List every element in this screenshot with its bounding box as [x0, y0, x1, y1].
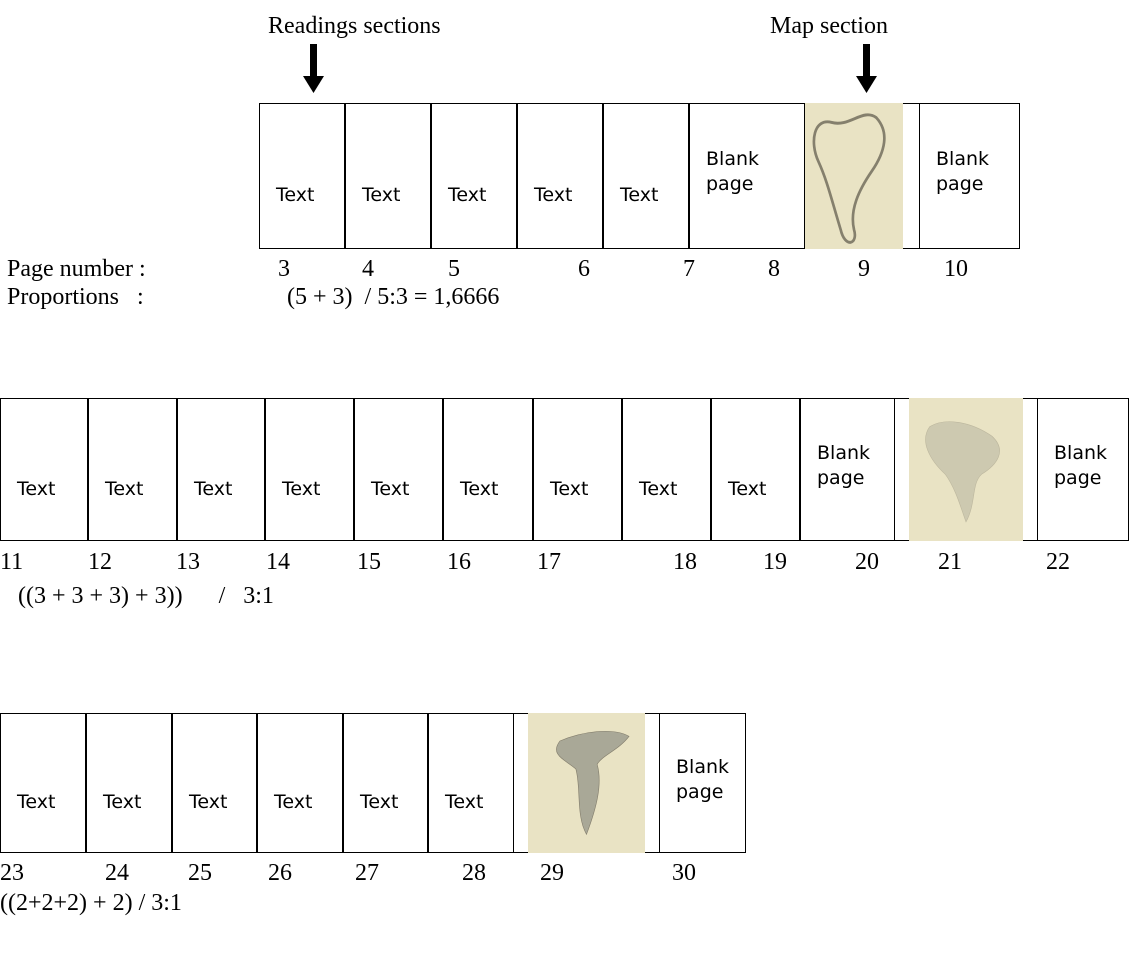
- page-number: 6: [578, 255, 590, 283]
- page-box: Text: [172, 713, 257, 853]
- map-image: [805, 103, 903, 249]
- page-label: Text: [194, 477, 254, 502]
- page-number: 8: [768, 255, 780, 283]
- page-label: Blank page: [1054, 441, 1114, 491]
- page-box: Text: [177, 398, 265, 541]
- page-box: Text: [257, 713, 343, 853]
- page-box: Text: [431, 103, 517, 249]
- arrow: [853, 44, 881, 94]
- arrow: [300, 44, 328, 94]
- page-box: Blank page: [919, 103, 1020, 249]
- page-box: Text: [265, 398, 354, 541]
- page-number: 4: [362, 255, 374, 283]
- page-label: Text: [371, 477, 431, 502]
- proportion-formula: ((2+2+2) + 2) / 3:1: [0, 889, 182, 917]
- page-box: Text: [343, 713, 428, 853]
- page-box: Text: [88, 398, 177, 541]
- page-label: Blank page: [706, 147, 766, 197]
- page-number: 25: [188, 859, 212, 887]
- page-box: Text: [354, 398, 443, 541]
- page-box: Text: [603, 103, 689, 249]
- page-label: Text: [639, 477, 699, 502]
- page-number: 7: [683, 255, 695, 283]
- page-number: 13: [176, 548, 200, 576]
- page-number: 12: [88, 548, 112, 576]
- page-label: Text: [534, 183, 594, 208]
- page-box: Text: [517, 103, 603, 249]
- page-box: Text: [711, 398, 800, 541]
- page-box: Blank page: [1037, 398, 1129, 541]
- page-number: 30: [672, 859, 696, 887]
- page-label: Text: [274, 790, 334, 815]
- page-box: Blank page: [689, 103, 805, 249]
- page-box: Text: [259, 103, 345, 249]
- proportion-formula: (5 + 3) / 5:3 = 1,6666: [287, 283, 499, 311]
- page-number: 24: [105, 859, 129, 887]
- page-label: Blank page: [817, 441, 877, 491]
- page-label: Text: [17, 477, 77, 502]
- row-label: Proportions :: [7, 283, 144, 311]
- page-box: Text: [345, 103, 431, 249]
- page-label: Text: [282, 477, 342, 502]
- page-number: 17: [537, 548, 561, 576]
- page-number: 26: [268, 859, 292, 887]
- page-label: Text: [460, 477, 520, 502]
- map-image: [528, 713, 645, 853]
- annotation: Readings sections: [268, 12, 441, 40]
- page-box: Text: [86, 713, 172, 853]
- annotation: Map section: [770, 12, 888, 40]
- page-label: Text: [105, 477, 165, 502]
- page-label: Text: [189, 790, 249, 815]
- page-number: 20: [855, 548, 879, 576]
- page-label: Blank page: [676, 755, 736, 805]
- page-number: 15: [357, 548, 381, 576]
- page-box: Blank page: [659, 713, 746, 853]
- page-label: Text: [445, 790, 505, 815]
- page-label: Text: [620, 183, 680, 208]
- page-number: 28: [462, 859, 486, 887]
- page-box: Text: [533, 398, 622, 541]
- proportion-formula: ((3 + 3 + 3) + 3)) / 3:1: [18, 582, 274, 610]
- page-number: 21: [938, 548, 962, 576]
- page-number: 5: [448, 255, 460, 283]
- page-box: Text: [0, 713, 86, 853]
- page-number: 27: [355, 859, 379, 887]
- page-label: Text: [448, 183, 508, 208]
- page-label: Blank page: [936, 147, 996, 197]
- page-box: Text: [443, 398, 533, 541]
- page-number: 10: [944, 255, 968, 283]
- row-label: Page number :: [7, 255, 146, 283]
- page-label: Text: [276, 183, 336, 208]
- page: Readings sections Map section Page numbe…: [0, 0, 1129, 956]
- page-label: Text: [360, 790, 420, 815]
- page-number: 18: [673, 548, 697, 576]
- page-number: 22: [1046, 548, 1070, 576]
- page-label: Text: [728, 477, 788, 502]
- page-box: Text: [0, 398, 88, 541]
- page-label: Text: [550, 477, 610, 502]
- page-number: 16: [447, 548, 471, 576]
- page-box: Blank page: [800, 398, 895, 541]
- map-image: [909, 398, 1023, 541]
- page-number: 14: [266, 548, 290, 576]
- page-number: 29: [540, 859, 564, 887]
- page-box: Text: [622, 398, 711, 541]
- page-label: Text: [362, 183, 422, 208]
- page-label: Text: [17, 790, 77, 815]
- page-number: 23: [0, 859, 24, 887]
- page-number: 9: [858, 255, 870, 283]
- page-number: 19: [763, 548, 787, 576]
- page-number: 3: [278, 255, 290, 283]
- page-box: Text: [428, 713, 514, 853]
- page-number: 11: [0, 548, 23, 576]
- page-label: Text: [103, 790, 163, 815]
